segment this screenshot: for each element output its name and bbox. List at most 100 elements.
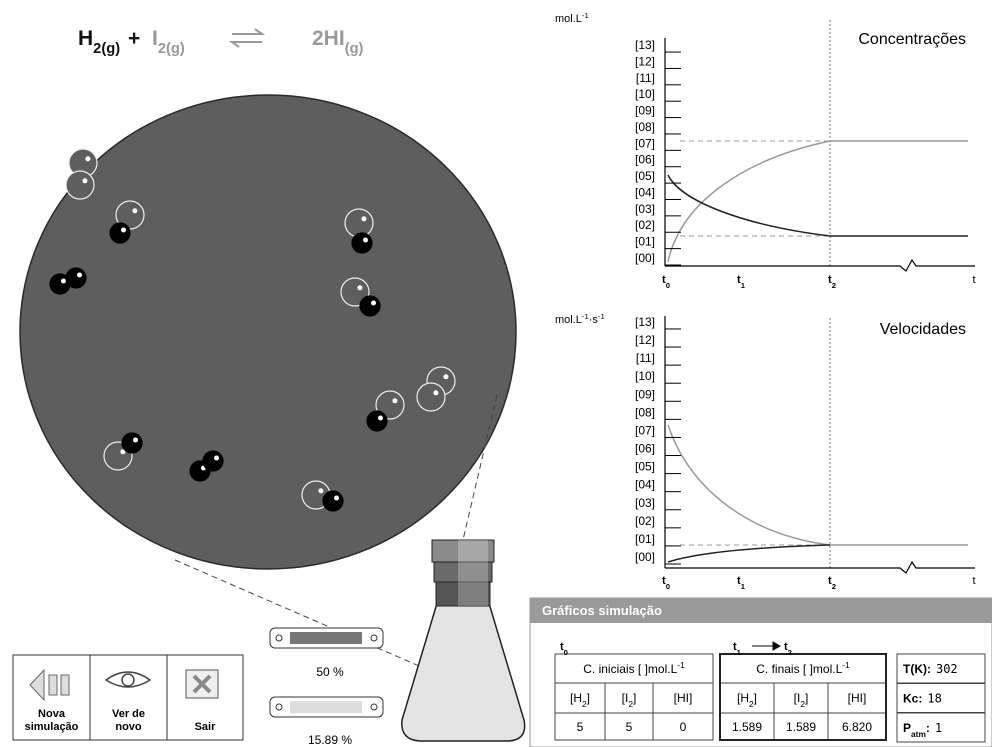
button-label: novo bbox=[115, 721, 142, 733]
slider-value: 50 % bbox=[316, 665, 344, 679]
y-tick-label-part: [12] bbox=[635, 54, 655, 68]
y-tick-label-part: [01] bbox=[635, 532, 655, 546]
time-label-part: t bbox=[784, 641, 788, 653]
tables bbox=[554, 653, 986, 743]
y-tick-label: [04] bbox=[635, 185, 655, 199]
x-tick-label-part: t bbox=[737, 575, 741, 587]
product-hi: 2HI(g) bbox=[312, 27, 364, 57]
x-tick-label: t2 bbox=[828, 274, 836, 290]
molecules bbox=[49, 148, 456, 512]
atom bbox=[115, 200, 145, 230]
time-arrow bbox=[752, 641, 782, 651]
table-cell bbox=[719, 682, 775, 714]
condition: T(K): 302 bbox=[903, 662, 958, 676]
table-header: C. iniciais [ ]mol.L-1 bbox=[583, 660, 685, 676]
rate-curves bbox=[667, 318, 968, 568]
y-tick-label: [09] bbox=[635, 387, 655, 401]
x-tick-label: t2 bbox=[828, 575, 836, 591]
y-tick-label: [02] bbox=[635, 514, 655, 528]
plus-sign: + bbox=[128, 27, 140, 50]
panel-title: Gráficos simulação bbox=[542, 603, 662, 618]
condition-value: 302 bbox=[936, 662, 958, 676]
y-tick-label-part: [09] bbox=[635, 387, 655, 401]
y-tick-label-part: [08] bbox=[635, 405, 655, 419]
y-tick-label-part: [05] bbox=[635, 169, 655, 183]
table-cell bbox=[554, 682, 606, 714]
y-tick-label: [01] bbox=[635, 235, 655, 249]
product-hi-part: 2HI bbox=[312, 27, 345, 50]
x-tick-label-part: 0 bbox=[666, 281, 670, 290]
x-tick-label: t1 bbox=[737, 575, 746, 591]
condition-part: P bbox=[903, 721, 911, 735]
table-value-part: 5 bbox=[626, 720, 633, 734]
atom bbox=[65, 267, 87, 289]
y-tick-label: [07] bbox=[635, 136, 655, 150]
condition-part: Kc: bbox=[903, 692, 922, 706]
new-simulation-icon bbox=[29, 668, 70, 702]
table-value: 6.820 bbox=[842, 720, 872, 734]
time-label: t2 bbox=[784, 641, 792, 657]
time-label-part: 0 bbox=[564, 648, 568, 657]
exit-icon bbox=[185, 669, 219, 699]
button[interactable] bbox=[90, 655, 167, 740]
axis-unit-part: ·s bbox=[589, 314, 599, 326]
y-tick-label-part: [11] bbox=[636, 351, 655, 365]
time-label: t0 bbox=[560, 641, 568, 657]
atom-highlight bbox=[433, 390, 439, 396]
equilibrium-arrow bbox=[228, 28, 266, 48]
slider-value-part: 50 % bbox=[316, 665, 344, 679]
slider[interactable] bbox=[269, 696, 384, 718]
table-cell bbox=[827, 682, 887, 714]
axis-unit-part: mol.L bbox=[555, 13, 582, 25]
button[interactable] bbox=[13, 655, 90, 740]
y-tick-label: [05] bbox=[635, 460, 655, 474]
y-tick-label-part: [13] bbox=[635, 38, 655, 52]
x-tick-label: t1 bbox=[737, 274, 746, 290]
atom bbox=[340, 277, 370, 307]
button-label-part: novo bbox=[115, 721, 142, 733]
y-tick-label: [08] bbox=[635, 405, 655, 419]
time-label-part: t bbox=[560, 641, 564, 653]
condition-part: atm bbox=[911, 729, 926, 739]
table-value: 5 bbox=[626, 720, 633, 734]
flask bbox=[401, 539, 526, 742]
atom-highlight bbox=[357, 285, 363, 291]
y-tick-label-part: [08] bbox=[635, 120, 655, 134]
replay-icon bbox=[104, 671, 152, 688]
y-tick-label: [06] bbox=[635, 153, 655, 167]
x-tick-label-part: t bbox=[737, 274, 741, 286]
atom bbox=[322, 490, 344, 512]
table-header: C. finais [ ]mol.L-1 bbox=[756, 660, 850, 676]
atom-highlight bbox=[363, 237, 368, 243]
y-tick-label-part: [11] bbox=[636, 71, 655, 85]
table-value: 0 bbox=[680, 720, 687, 734]
atom bbox=[202, 450, 224, 472]
zoom-lines bbox=[174, 394, 498, 673]
y-tick-label: [10] bbox=[635, 369, 655, 383]
slider[interactable] bbox=[269, 627, 384, 649]
reactant-i2-part: I bbox=[152, 27, 158, 50]
atom-highlight bbox=[120, 449, 126, 455]
y-tick-label-part: [01] bbox=[635, 235, 655, 249]
atom-highlight bbox=[392, 398, 398, 404]
atom-highlight bbox=[133, 437, 138, 443]
x-tick-label-part: t bbox=[662, 575, 666, 587]
x-tick-label-part: t bbox=[828, 274, 832, 286]
column-header: [H2] bbox=[737, 691, 757, 709]
condition-value: 18 bbox=[927, 692, 941, 706]
x-tick-label: t0 bbox=[662, 575, 670, 591]
y-tick-label: [13] bbox=[635, 38, 655, 52]
atom bbox=[351, 232, 373, 254]
button[interactable] bbox=[167, 655, 243, 740]
condition-part: T(K): bbox=[903, 662, 931, 676]
y-tick-label-part: [09] bbox=[635, 104, 655, 118]
button-label-part: simulação bbox=[25, 721, 79, 733]
table-value: 5 bbox=[577, 720, 584, 734]
table-cell bbox=[554, 653, 714, 684]
x-tick-label-part: 0 bbox=[666, 582, 670, 591]
y-tick-label: [08] bbox=[635, 120, 655, 134]
y-tick-label: [11] bbox=[636, 71, 655, 85]
y-tick-label: [04] bbox=[635, 478, 655, 492]
table-cell bbox=[773, 682, 829, 714]
table-cell bbox=[719, 653, 887, 684]
